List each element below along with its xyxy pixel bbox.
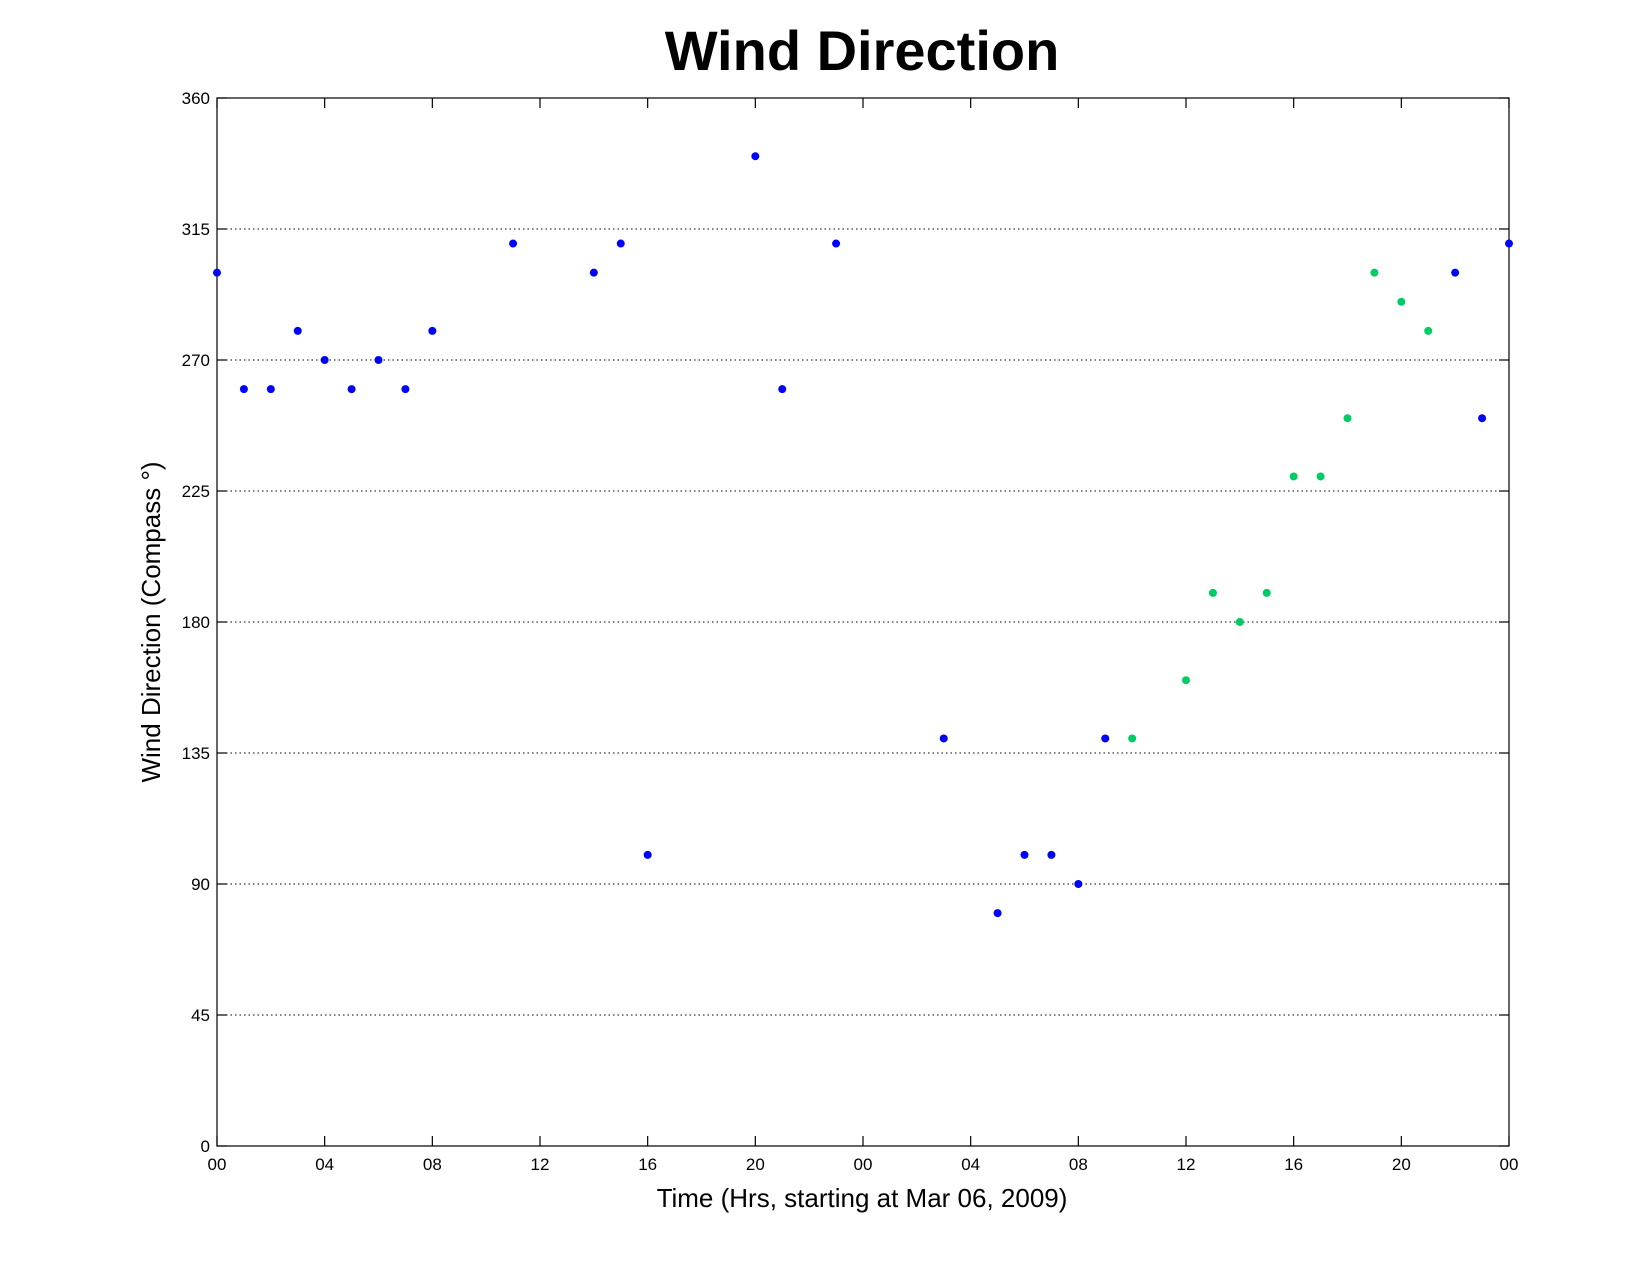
x-tick-label: 08 <box>1069 1155 1088 1174</box>
data-point-series-1 <box>347 385 356 394</box>
data-point-series-1 <box>1478 414 1487 423</box>
x-tick-label: 00 <box>854 1155 873 1174</box>
data-point-series-1 <box>1074 880 1083 888</box>
data-point-series-1 <box>428 326 437 335</box>
x-tick-label: 20 <box>1392 1155 1411 1174</box>
x-tick-label: 04 <box>961 1155 980 1174</box>
y-tick-label: 90 <box>191 875 210 894</box>
y-tick-label: 225 <box>182 482 210 501</box>
data-point-series-1 <box>1020 850 1029 859</box>
data-point-series-2 <box>1128 734 1137 743</box>
data-point-series-1 <box>616 239 625 248</box>
data-point-series-1 <box>374 356 383 364</box>
data-point-series-1 <box>266 385 275 394</box>
data-point-series-1 <box>401 385 410 394</box>
y-tick-label: 360 <box>182 89 210 108</box>
data-point-series-1 <box>320 356 329 364</box>
y-tick-label: 180 <box>182 613 210 632</box>
data-point-series-2 <box>1262 588 1271 597</box>
y-tick-label: 0 <box>201 1137 210 1156</box>
data-points <box>213 152 1513 918</box>
data-point-series-1 <box>832 239 841 248</box>
data-point-series-1 <box>1101 734 1110 743</box>
data-point-series-1 <box>589 268 598 277</box>
y-tick-label: 270 <box>182 351 210 370</box>
y-tick-label: 315 <box>182 220 210 239</box>
data-point-series-1 <box>1505 239 1513 248</box>
chart-title: Wind Direction <box>665 19 1060 82</box>
data-point-series-2 <box>1289 472 1298 481</box>
x-tick-label: 16 <box>1284 1155 1303 1174</box>
x-tick-label: 12 <box>531 1155 550 1174</box>
data-point-series-1 <box>293 326 302 335</box>
data-point-series-1 <box>993 909 1002 918</box>
data-point-series-1 <box>509 239 518 248</box>
data-point-series-1 <box>213 268 221 277</box>
data-point-series-1 <box>751 152 760 161</box>
data-point-series-1 <box>239 385 248 394</box>
x-tick-label: 12 <box>1177 1155 1196 1174</box>
y-tick-label: 45 <box>191 1006 210 1025</box>
data-point-series-2 <box>1343 414 1352 423</box>
data-point-series-2 <box>1424 326 1433 335</box>
data-point-series-1 <box>939 734 948 743</box>
data-point-series-1 <box>1451 268 1460 277</box>
y-axis: 0 45 90 135 180 225 270 315 360 <box>182 89 1509 1156</box>
data-point-series-2 <box>1182 676 1190 685</box>
x-tick-label: 00 <box>208 1155 227 1174</box>
y-gridlines <box>217 228 1509 1016</box>
data-point-series-1 <box>778 385 787 394</box>
x-tick-label: 00 <box>1500 1155 1519 1174</box>
x-axis: 00 04 08 12 16 20 00 04 08 12 16 20 00 <box>208 98 1519 1174</box>
x-tick-label: 08 <box>423 1155 442 1174</box>
data-point-series-2 <box>1208 588 1217 597</box>
x-axis-label: Time (Hrs, starting at Mar 06, 2009) <box>657 1183 1068 1213</box>
x-tick-label: 16 <box>638 1155 657 1174</box>
data-point-series-2 <box>1370 268 1379 277</box>
data-point-series-1 <box>1047 850 1056 859</box>
data-point-series-1 <box>643 850 652 859</box>
x-tick-label: 04 <box>315 1155 334 1174</box>
y-tick-label: 135 <box>182 744 210 763</box>
data-point-series-2 <box>1235 618 1244 626</box>
data-point-series-2 <box>1397 297 1406 306</box>
x-tick-label: 20 <box>746 1155 765 1174</box>
y-axis-label: Wind Direction (Compass °) <box>136 461 166 782</box>
data-point-series-2 <box>1316 472 1325 481</box>
